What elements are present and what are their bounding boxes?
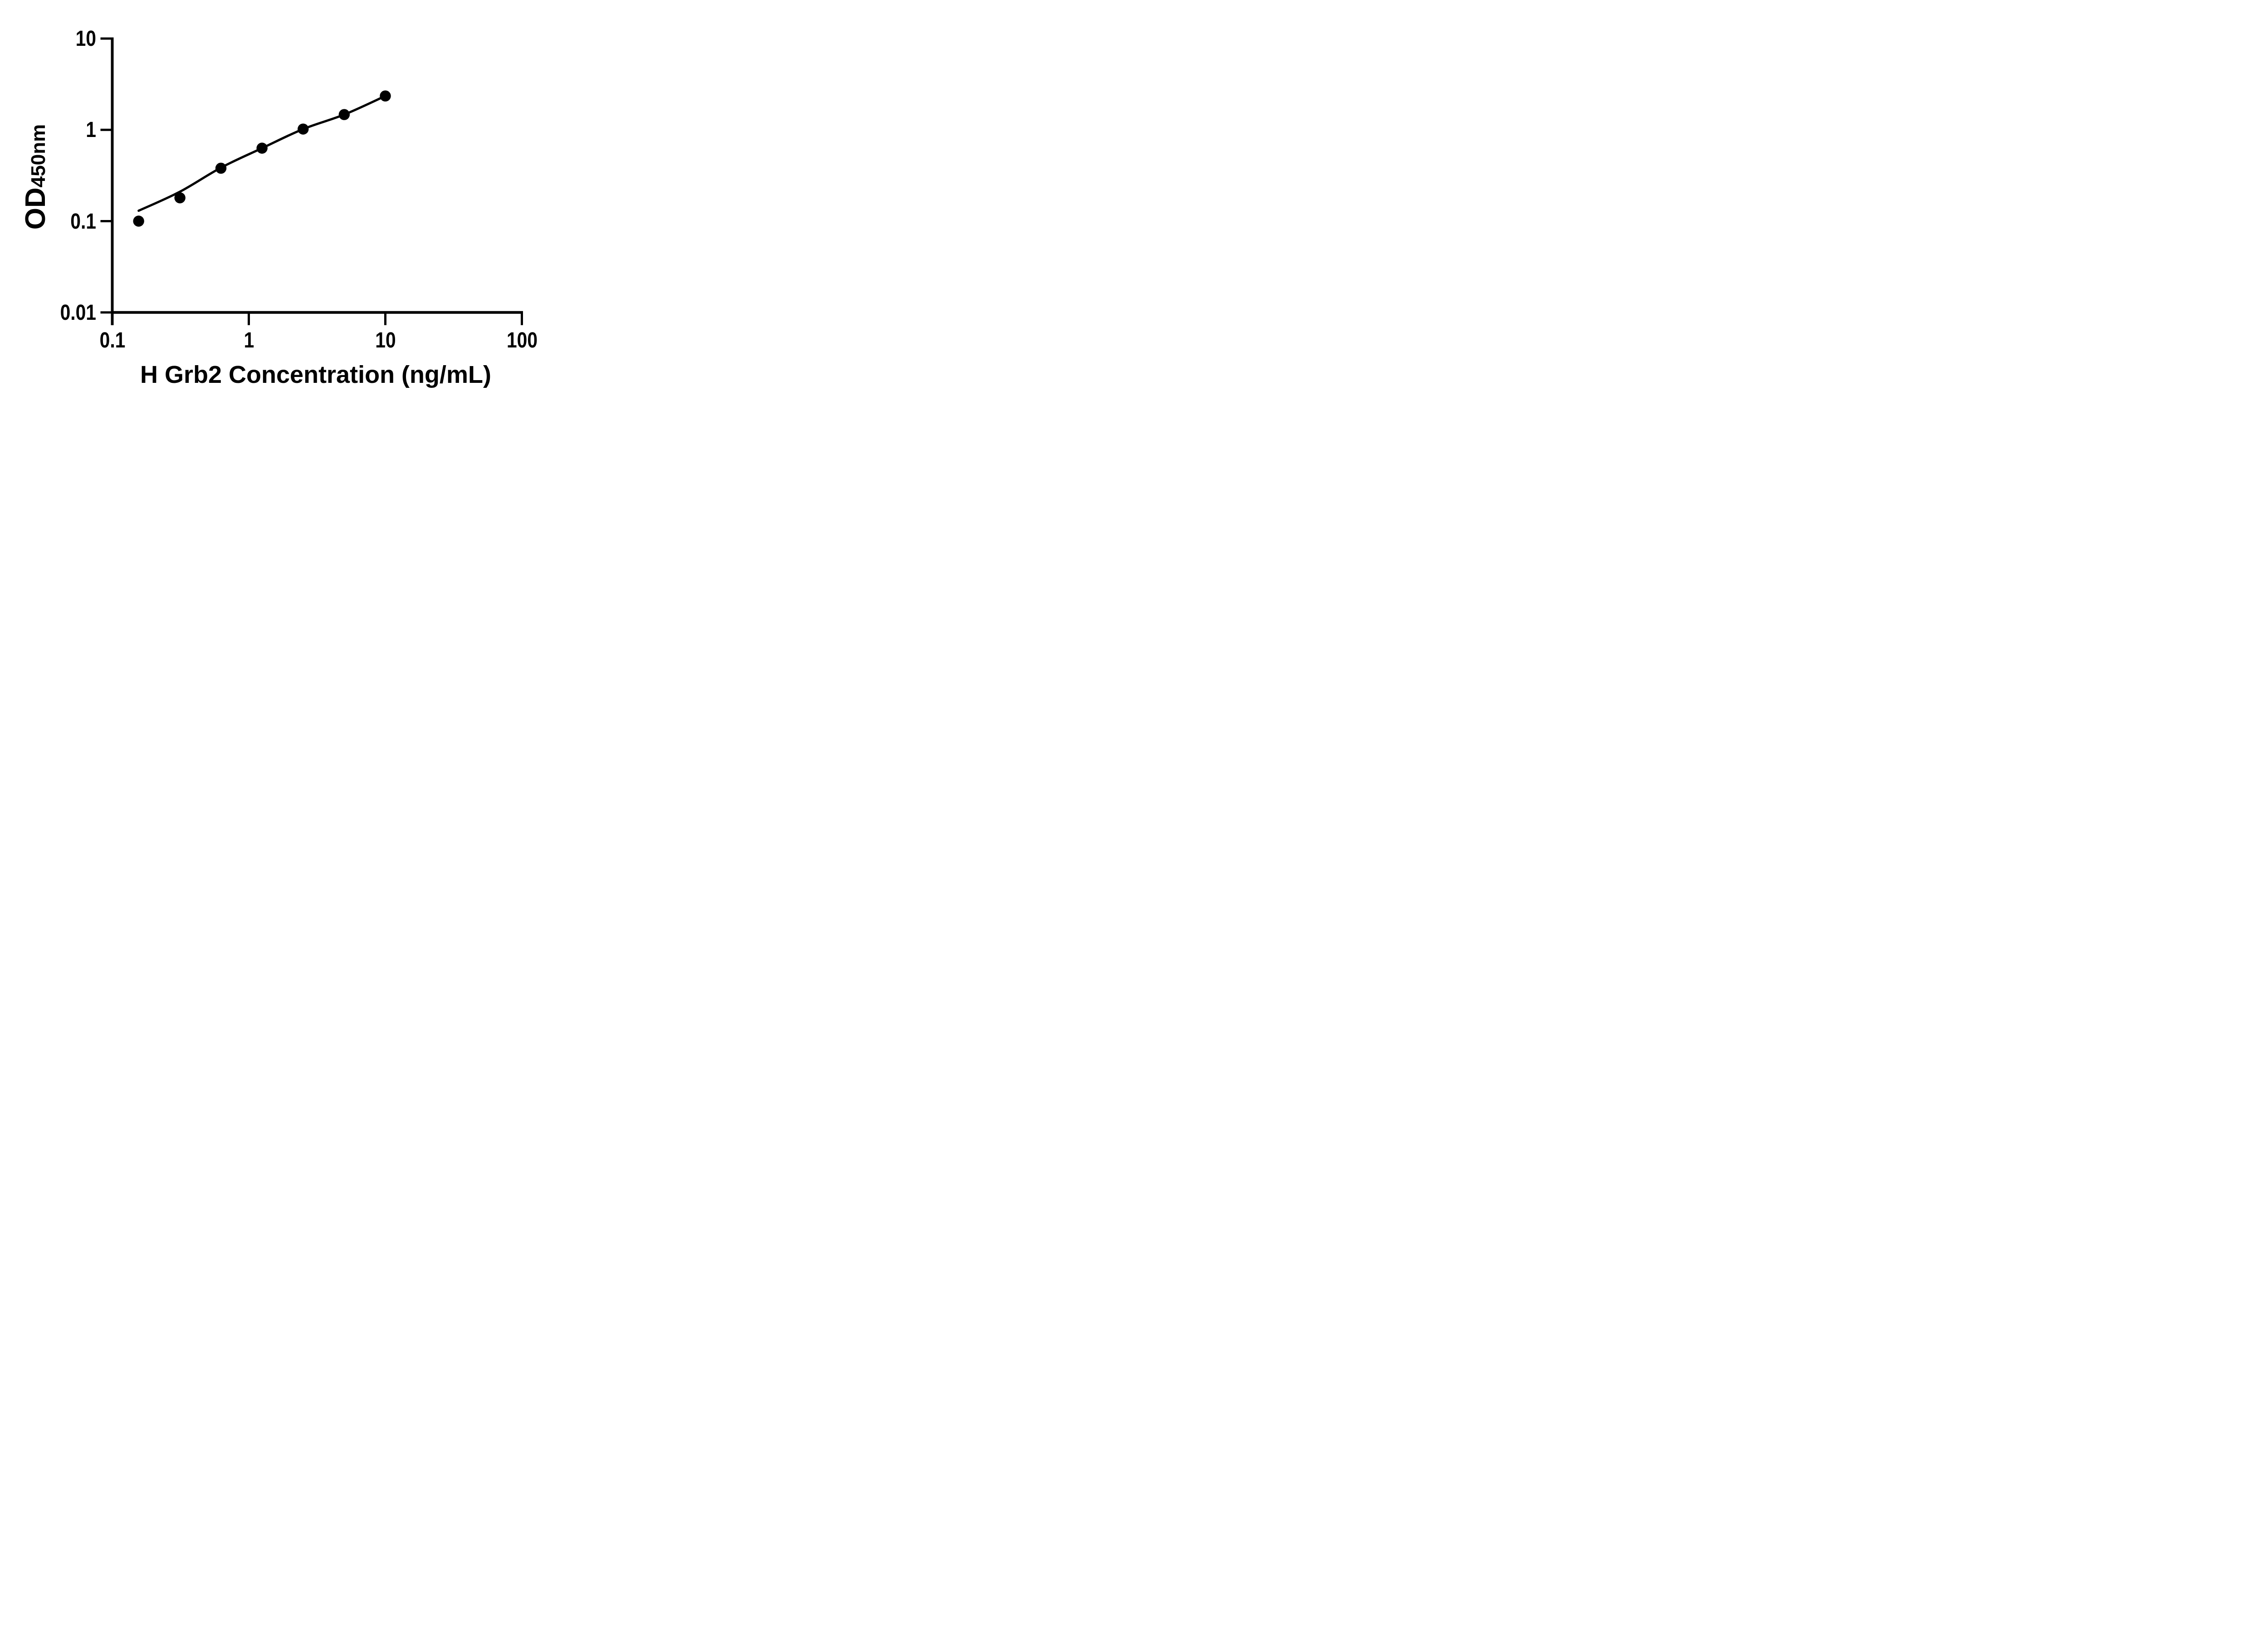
x-tick-label: 1 bbox=[244, 328, 254, 352]
x-tick-label: 100 bbox=[506, 328, 538, 352]
data-point-marker bbox=[174, 192, 186, 204]
x-tick-label: 10 bbox=[375, 328, 396, 352]
y-axis-title: OD 450nm bbox=[20, 124, 51, 230]
data-point-marker bbox=[215, 162, 227, 174]
y-tick-label: 0.01 bbox=[60, 300, 96, 325]
data-point-marker bbox=[298, 123, 309, 135]
elisa-standard-curve-figure: 10 1 0.1 0.01 0.1 1 10 100 H Grb2 Concentratio… bbox=[0, 0, 583, 408]
x-tick-label: 0.1 bbox=[99, 328, 125, 352]
plot-canvas bbox=[100, 37, 523, 325]
data-point-marker bbox=[133, 215, 144, 227]
y-tick-label: 1 bbox=[86, 118, 96, 142]
y-tick-label: 0.1 bbox=[70, 209, 96, 234]
data-point-marker bbox=[256, 142, 268, 154]
y-tick-label: 10 bbox=[75, 27, 96, 51]
y-axis-title-main: OD bbox=[20, 187, 51, 230]
x-axis-title: H Grb2 Concentration (ng/mL) bbox=[140, 361, 491, 388]
y-axis-title-subscript: 450nm bbox=[27, 124, 49, 188]
data-point-marker bbox=[380, 90, 391, 102]
data-point-marker bbox=[338, 109, 350, 120]
